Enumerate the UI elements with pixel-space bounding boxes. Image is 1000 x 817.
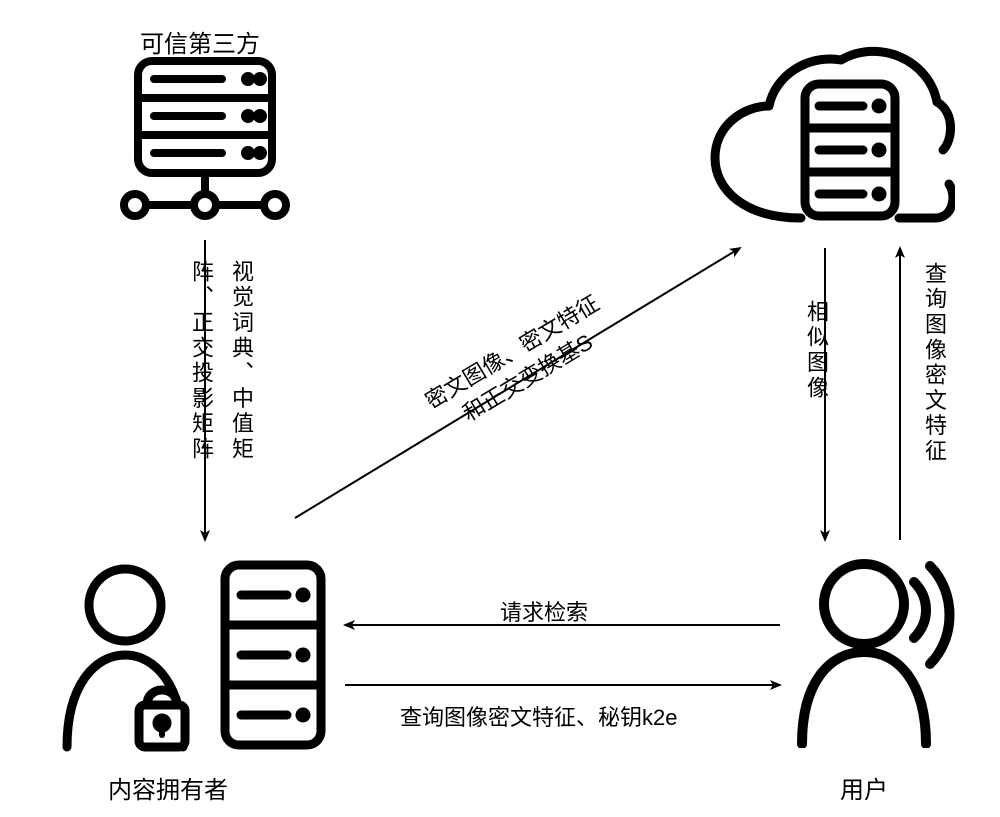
trusted-third-party-icon xyxy=(110,55,300,225)
edge-user-owner-request-label: 请求检索 xyxy=(500,595,588,627)
edge-owner-user-reply-label: 查询图像密文特征、秘钥k2e xyxy=(400,700,677,732)
trusted-third-party-label: 可信第三方 xyxy=(140,24,260,59)
cloud-server-icon xyxy=(705,40,955,235)
edge-ttp-owner-label-2: 阵、正交投影矩阵 xyxy=(185,260,217,530)
edge-ttp-owner-label-1: 视觉词典、中值矩 xyxy=(225,260,257,530)
content-owner-icon xyxy=(55,555,335,755)
user-label: 用户 xyxy=(840,770,888,805)
content-owner-label: 内容拥有者 xyxy=(108,770,228,805)
edge-user-cloud-query-label: 查询图像密文特征 xyxy=(918,262,950,542)
user-icon xyxy=(790,548,960,748)
edge-cloud-user-similar-label: 相似图像 xyxy=(800,300,832,500)
